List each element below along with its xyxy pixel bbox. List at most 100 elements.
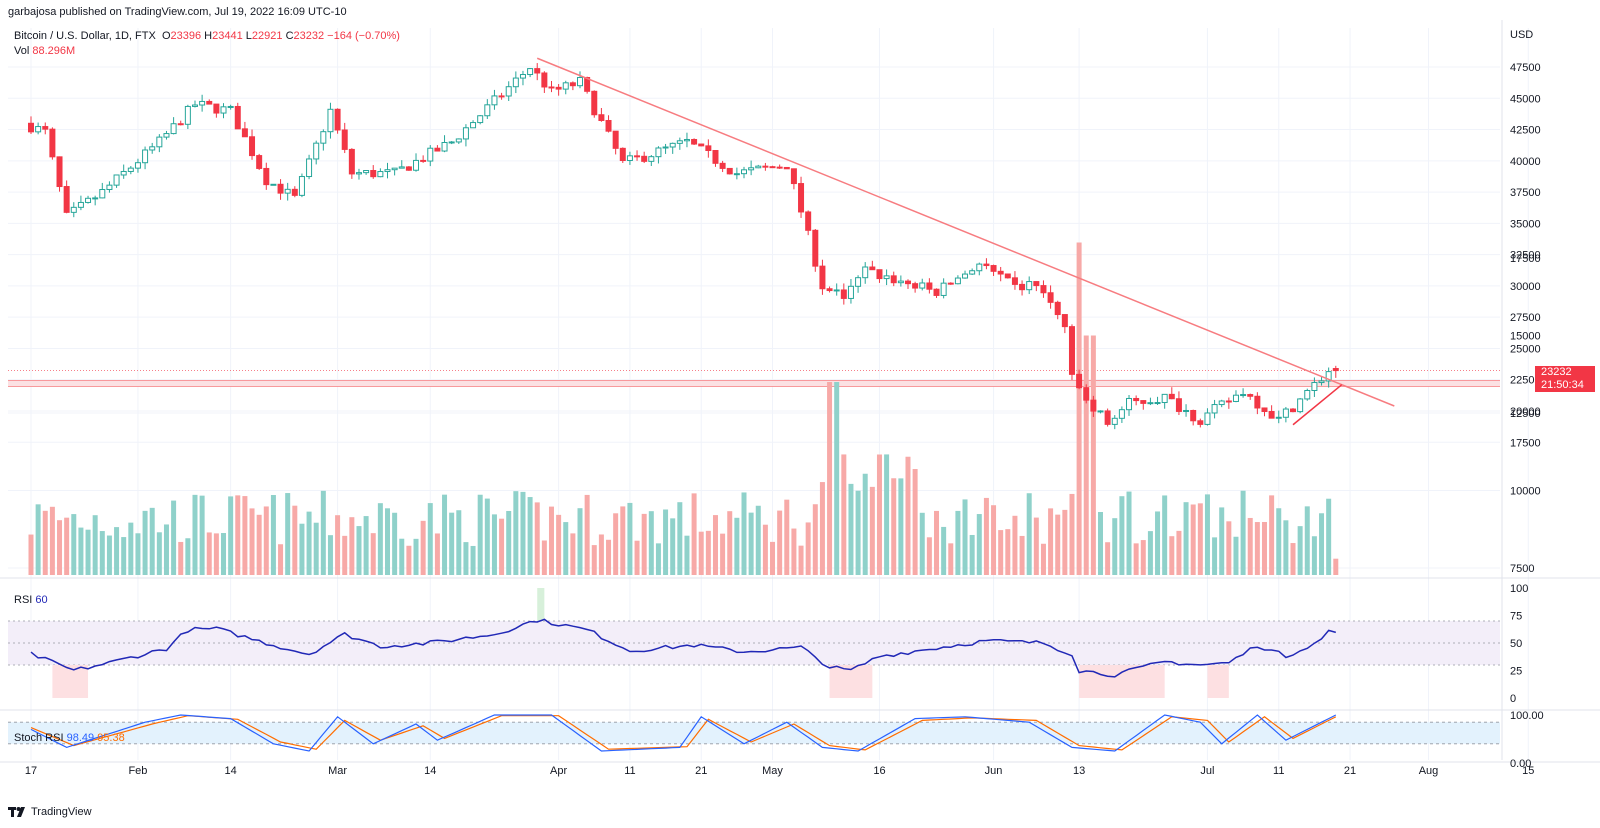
candle-body: [805, 211, 812, 231]
candle-body: [1033, 281, 1040, 287]
tradingview-footer[interactable]: TradingView: [8, 806, 92, 818]
candle-body: [327, 108, 334, 133]
time-axis-label: 11: [624, 765, 635, 777]
volume-bar: [848, 483, 854, 575]
candle-body: [847, 285, 854, 299]
candle-body: [484, 104, 491, 117]
volume-bar: [484, 498, 490, 575]
candle-body: [983, 263, 990, 267]
candle-body: [1047, 292, 1054, 303]
volume-bar: [427, 503, 433, 575]
candle-body: [626, 155, 633, 161]
candle-body: [191, 104, 198, 107]
time-axis-label: 15: [1522, 765, 1534, 777]
stoch-band: [8, 722, 1500, 744]
candle-body: [491, 95, 498, 106]
candle-body: [441, 142, 448, 152]
volume-bar: [919, 512, 925, 575]
volume-bar: [1254, 522, 1260, 575]
volume-axis-tick: 10000: [1510, 486, 1541, 498]
volume-bar: [513, 491, 519, 575]
volume-bar: [106, 535, 112, 575]
time-axis-label: 14: [225, 765, 237, 777]
symbol-ohlc-legend[interactable]: Bitcoin / U.S. Dollar, 1D, FTX O23396 H2…: [14, 30, 400, 42]
candle-body: [384, 169, 391, 173]
candle-body: [28, 122, 34, 133]
price-axis-tick: 47500: [1510, 62, 1541, 74]
volume-axis-tick: 12500: [1510, 408, 1541, 420]
volume-bar: [370, 533, 376, 575]
candle-body: [741, 169, 747, 175]
symbol-name[interactable]: Bitcoin / U.S. Dollar, 1D, FTX: [14, 30, 156, 42]
volume-bar: [156, 532, 162, 575]
volume-bar: [976, 514, 982, 575]
stoch-rsi-legend[interactable]: Stoch RSI 98.49 95.38: [14, 732, 125, 744]
volume-bar: [1040, 543, 1046, 575]
volume-bar: [1283, 520, 1289, 575]
volume-bar: [1026, 493, 1032, 575]
volume-bar: [926, 537, 932, 575]
time-axis-label: 11: [1273, 765, 1284, 777]
candle-body: [798, 183, 805, 213]
candle-body: [1332, 368, 1339, 372]
volume-bar: [342, 535, 348, 575]
candle-body: [56, 156, 63, 188]
candle-body: [655, 147, 662, 158]
candle-body: [270, 183, 277, 186]
candle-body: [334, 108, 341, 131]
candle-body: [748, 167, 755, 171]
bar-countdown: 21:50:34: [1535, 379, 1595, 392]
volume-bar: [185, 538, 191, 575]
stoch-d-line: [30, 715, 1337, 751]
candle-body: [990, 265, 997, 272]
candle-body: [149, 146, 156, 151]
candle-body: [883, 275, 890, 280]
rsi-legend[interactable]: RSI 60: [14, 594, 48, 606]
candle-body: [641, 155, 648, 162]
volume-legend[interactable]: Vol 88.296M: [14, 45, 75, 57]
candle-body: [591, 90, 598, 116]
candle-body: [962, 273, 969, 279]
price-axis-tick: 37500: [1510, 187, 1541, 199]
candle-body: [134, 162, 141, 169]
volume-bar: [777, 510, 783, 575]
volume-bar: [1126, 491, 1132, 575]
candle-body: [348, 148, 355, 175]
volume-bar: [663, 509, 669, 575]
volume-bar: [819, 482, 825, 575]
volume-bar: [898, 478, 904, 575]
volume-bar: [206, 532, 212, 575]
volume-bar: [1247, 517, 1253, 575]
candle-body: [1004, 273, 1011, 279]
volume-bar: [869, 486, 875, 575]
candle-body: [120, 170, 127, 176]
volume-bar: [399, 538, 405, 575]
volume-bar: [627, 502, 633, 575]
candle-body: [1068, 326, 1075, 375]
rsi-value: 60: [35, 594, 48, 606]
volume-bar: [791, 528, 797, 575]
candle-body: [1140, 400, 1147, 404]
volume-bar: [42, 510, 48, 575]
candle-body: [377, 171, 384, 178]
open-value: 23396: [170, 30, 202, 42]
volume-bar: [477, 494, 483, 575]
rsi-axis-tick: 100: [1510, 583, 1528, 595]
candle-body: [284, 188, 291, 194]
candle-body: [1104, 410, 1111, 425]
candle-body: [184, 105, 191, 125]
candle-body: [213, 103, 220, 114]
candle-body: [1261, 407, 1268, 412]
candle-body: [355, 172, 362, 175]
volume-bar: [991, 505, 997, 575]
candle-body: [106, 184, 113, 191]
candle-body: [648, 156, 655, 162]
candle-body: [1133, 397, 1140, 402]
price-axis-tick: 25000: [1510, 343, 1541, 355]
candle-body: [256, 155, 263, 169]
volume-bar: [420, 520, 426, 575]
volume-bar: [677, 502, 683, 575]
candle-body: [534, 68, 541, 74]
volume-bar: [249, 508, 255, 575]
